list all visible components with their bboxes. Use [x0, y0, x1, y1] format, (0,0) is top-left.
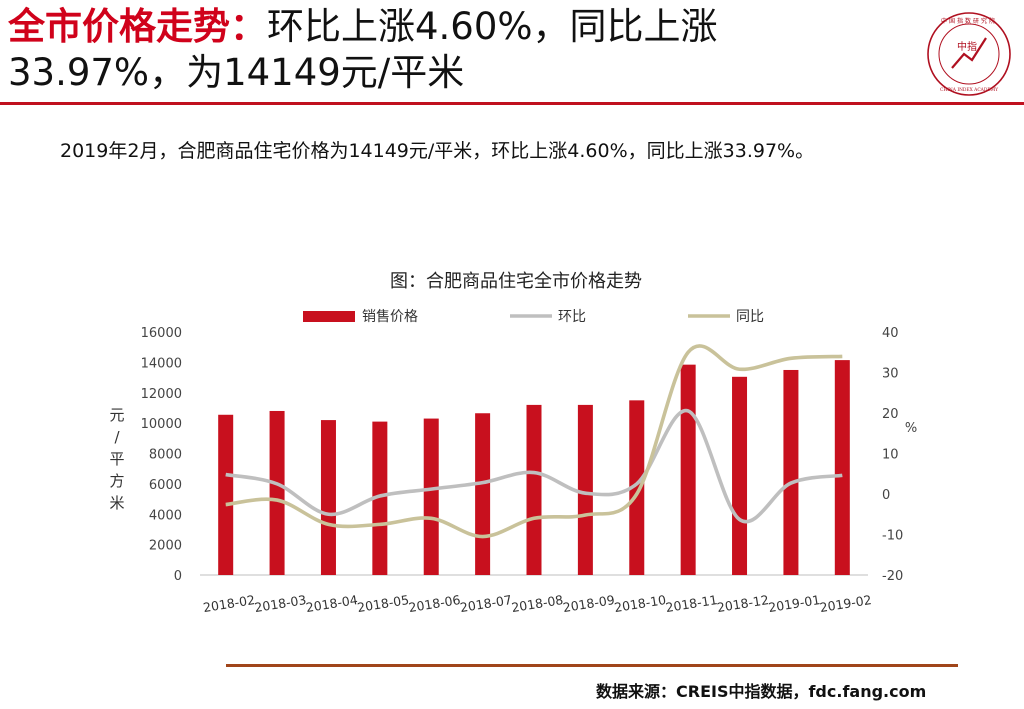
x-tick-label: 2018-09: [562, 592, 616, 615]
bar-sales-price: [629, 400, 645, 575]
y2-tick-label: 30: [882, 367, 899, 382]
logo-ring-text: 中国指数研究院: [941, 17, 997, 25]
y2-tick-label: 40: [882, 326, 899, 341]
x-tick-label: 2018-10: [613, 592, 667, 615]
x-tick-label: 2018-05: [356, 592, 410, 615]
bar-sales-price: [834, 360, 850, 575]
series-line-mom: [225, 409, 843, 524]
logo-en-text: CHINA INDEX ACADEMY: [940, 88, 998, 93]
y-tick-label: 0: [174, 569, 182, 584]
bar-sales-price: [577, 404, 593, 575]
footer-divider: [226, 664, 958, 667]
y-tick-label: 14000: [141, 356, 182, 371]
bar-sales-price: [475, 413, 491, 575]
y2-axis-label: %: [905, 421, 917, 436]
y-axis-label-char: 米: [109, 494, 124, 512]
x-tick-label: 2018-11: [664, 592, 718, 615]
legend-swatch-sales-price: [303, 311, 355, 322]
bar-sales-price: [732, 376, 748, 575]
x-tick-label: 2018-08: [510, 592, 564, 615]
bar-sales-price: [423, 418, 439, 575]
y-tick-label: 12000: [141, 387, 182, 402]
x-tick-label: 2019-01: [767, 592, 821, 615]
y2-tick-label: 10: [882, 448, 899, 463]
bar-sales-price: [269, 410, 285, 575]
title-accent: 全市价格走势：: [8, 5, 267, 48]
y-tick-label: 4000: [149, 508, 182, 523]
legend-label-yoy: 同比: [736, 309, 764, 325]
series-line-yoy: [225, 344, 843, 539]
bar-sales-price: [680, 364, 696, 575]
title-rest: 环比上涨4.60%，同比上涨: [267, 5, 718, 48]
y2-tick-label: 0: [882, 488, 890, 503]
x-tick-label: 2018-04: [305, 592, 359, 615]
data-source: 数据来源：CREIS中指数据，fdc.fang.com: [596, 682, 927, 701]
summary-text: 2019年2月，合肥商品住宅价格为14149元/平米，环比上涨4.60%，同比上…: [60, 140, 815, 162]
title-line-2: 33.97%，为14149元/平米: [8, 51, 465, 94]
bar-sales-price: [526, 404, 542, 575]
y-tick-label: 6000: [149, 478, 182, 493]
title-line-1: 全市价格走势：环比上涨4.60%，同比上涨: [8, 4, 908, 50]
china-index-academy-seal-icon: 中指 中国指数研究院 CHINA INDEX ACADEMY: [927, 12, 1011, 96]
title-divider: [0, 102, 1024, 105]
y-axis-label-char: /: [114, 428, 120, 446]
y2-tick-label: -10: [882, 529, 903, 544]
x-tick-label: 2018-06: [408, 592, 462, 615]
chart-title: 图：合肥商品住宅全市价格走势: [390, 271, 642, 292]
y-axis-label-char: 元: [109, 406, 124, 424]
x-tick-label: 2018-07: [459, 592, 513, 615]
y2-tick-label: 20: [882, 407, 899, 422]
bar-sales-price: [218, 414, 234, 575]
x-tick-label: 2019-02: [819, 592, 873, 615]
bar-sales-price: [320, 420, 336, 575]
bar-sales-price: [783, 369, 799, 575]
x-tick-label: 2018-03: [253, 592, 307, 615]
y-tick-label: 10000: [141, 417, 182, 432]
x-tick-label: 2018-02: [202, 592, 256, 615]
page-title: 全市价格走势：环比上涨4.60%，同比上涨 33.97%，为14149元/平米: [8, 4, 908, 96]
logo-center-text: 中指: [957, 40, 977, 53]
y2-tick-label: -20: [882, 569, 903, 584]
bar-sales-price: [372, 421, 388, 575]
y-tick-label: 2000: [149, 539, 182, 554]
legend-label-mom: 环比: [558, 309, 586, 325]
y-axis-label-char: 平: [109, 450, 124, 468]
y-tick-label: 16000: [141, 326, 182, 341]
legend-label-sales-price: 销售价格: [362, 309, 418, 325]
y-tick-label: 8000: [149, 448, 182, 463]
x-tick-label: 2018-12: [716, 592, 770, 615]
y-axis-label-char: 方: [109, 472, 124, 490]
